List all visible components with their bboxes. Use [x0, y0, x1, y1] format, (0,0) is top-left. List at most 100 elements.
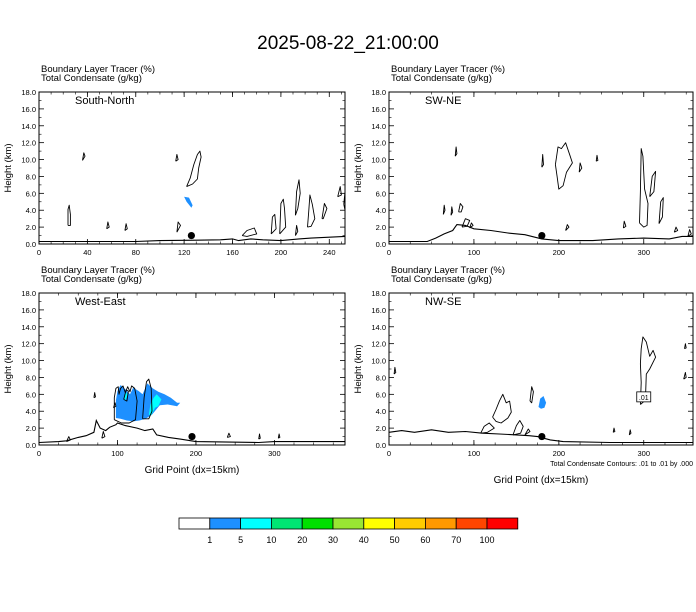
- condensate-contour: [270, 213, 277, 235]
- panel-label: NW-SE: [425, 296, 461, 308]
- y-tick-label: 4.0: [26, 206, 36, 215]
- y-tick-label: 16.0: [21, 306, 36, 315]
- colorbar-label: 60: [420, 535, 430, 545]
- y-tick-label: 0.0: [26, 240, 36, 249]
- condensate-contour: [279, 198, 287, 235]
- condensate-contour: [123, 389, 129, 402]
- tracer-fill-1-5: [538, 396, 547, 409]
- location-marker: [538, 231, 546, 240]
- colorbar-swatch: [424, 517, 457, 530]
- terrain-line: [39, 235, 346, 243]
- colorbar-label: 1: [207, 535, 212, 545]
- panel-sw-ne: Boundary Layer Tracer (%)Total Condensat…: [353, 64, 694, 257]
- condensate-contour: [294, 179, 301, 216]
- condensate-contour: [649, 170, 657, 197]
- condensate-contour: [101, 431, 106, 439]
- y-axis-label: Height (km): [3, 143, 14, 192]
- y-tick-label: 16.0: [371, 306, 386, 315]
- x-tick-label: 0: [387, 449, 391, 458]
- y-tick-label: 18.0: [371, 88, 386, 97]
- panel-nw-se: Boundary Layer Tracer (%) Total Condensat…: [353, 265, 694, 486]
- condensate-contour: [337, 186, 342, 198]
- panel-header-condensate: Total Condensate (g/kg): [41, 274, 142, 285]
- panel-label: South-North: [75, 95, 134, 107]
- colorbar: 1 5 10 20 30 40 50 60 70 100: [178, 517, 519, 545]
- y-tick-label: 2.0: [26, 223, 36, 232]
- panel-west-east: Boundary Layer Tracer (%)Total Condensat…: [3, 265, 346, 476]
- condensate-contour: [450, 206, 454, 216]
- condensate-contour: [454, 146, 458, 157]
- condensate-contour: [124, 223, 128, 231]
- condensate-contour: [673, 226, 679, 233]
- panel-south-north: Boundary Layer Tracer (%)Total Condensat…: [3, 64, 346, 257]
- condensate-contour: [687, 229, 692, 237]
- x-tick-label: 0: [37, 248, 41, 257]
- condensate-contour: [442, 204, 446, 215]
- condensate-contour: [658, 197, 664, 224]
- condensate-contour: [492, 393, 512, 424]
- y-tick-label: 0.0: [376, 441, 386, 450]
- colorbar-swatch: [209, 517, 242, 530]
- y-tick-label: 4.0: [376, 206, 386, 215]
- y-axis-label: Height (km): [3, 344, 14, 393]
- colorbar-swatch: [394, 517, 426, 530]
- y-tick-label: 6.0: [376, 390, 386, 399]
- figure-title: 2025-08-22_21:00:00: [257, 33, 439, 54]
- x-tick-label: 300: [268, 449, 281, 458]
- plot-frame: [38, 292, 346, 446]
- condensate-contour: [106, 221, 110, 230]
- condensate-contour: [458, 203, 464, 213]
- colorbar-swatch: [270, 517, 303, 530]
- y-tick-label: 12.0: [371, 139, 386, 148]
- condensate-contour: [639, 148, 649, 228]
- y-tick-label: 10.0: [21, 156, 36, 165]
- contour-footer-note: Total Condensate Contours: .01 to .01 by…: [550, 461, 693, 468]
- panel-header-tracer: Boundary Layer Tracer (%): [41, 265, 155, 276]
- condensate-contour: [82, 152, 86, 161]
- condensate-contour: [554, 142, 573, 190]
- colorbar-swatch: [486, 517, 519, 530]
- x-tick-label: 200: [553, 248, 566, 257]
- condensate-contour: [307, 194, 316, 228]
- y-tick-label: 14.0: [371, 122, 386, 131]
- condensate-contour: [480, 422, 495, 434]
- location-marker: [188, 432, 196, 441]
- colorbar-label: 20: [297, 535, 307, 545]
- x-tick-label: 240: [323, 248, 336, 257]
- panel-label: SW-NE: [425, 95, 461, 107]
- condensate-contour: [258, 433, 261, 440]
- y-tick-label: 6.0: [26, 390, 36, 399]
- y-tick-label: 12.0: [21, 340, 36, 349]
- x-tick-label: 40: [83, 248, 91, 257]
- condensate-contour: [469, 222, 474, 229]
- panel-header-tracer: Boundary Layer Tracer (%): [41, 64, 155, 75]
- condensate-contour: [612, 427, 616, 433]
- panel-header-tracer: Boundary Layer Tracer (%): [391, 265, 505, 276]
- x-tick-label: 80: [132, 248, 140, 257]
- y-axis-label: Height (km): [353, 344, 364, 393]
- condensate-contour: [176, 221, 181, 233]
- condensate-contour: [67, 204, 71, 226]
- x-tick-label: 300: [637, 449, 650, 458]
- location-marker: [187, 231, 195, 240]
- terrain-line: [388, 429, 693, 444]
- colorbar-swatch: [178, 517, 211, 530]
- condensate-contour: [639, 336, 657, 405]
- y-tick-label: 18.0: [21, 289, 36, 298]
- condensate-contour: [294, 224, 299, 236]
- condensate-contour: [113, 385, 138, 424]
- y-tick-label: 4.0: [376, 407, 386, 416]
- condensate-contour: [628, 429, 632, 436]
- colorbar-label: 30: [328, 535, 338, 545]
- y-tick-label: 12.0: [21, 139, 36, 148]
- condensate-contour: [393, 366, 397, 375]
- y-tick-label: 10.0: [371, 156, 386, 165]
- x-tick-label: 100: [468, 449, 481, 458]
- y-tick-label: 6.0: [376, 189, 386, 198]
- y-tick-label: 16.0: [371, 105, 386, 114]
- condensate-contour: [186, 150, 202, 188]
- colorbar-swatch: [455, 517, 488, 530]
- condensate-contour: [175, 154, 179, 162]
- y-tick-label: 0.0: [26, 441, 36, 450]
- contour-label-box: [636, 391, 652, 403]
